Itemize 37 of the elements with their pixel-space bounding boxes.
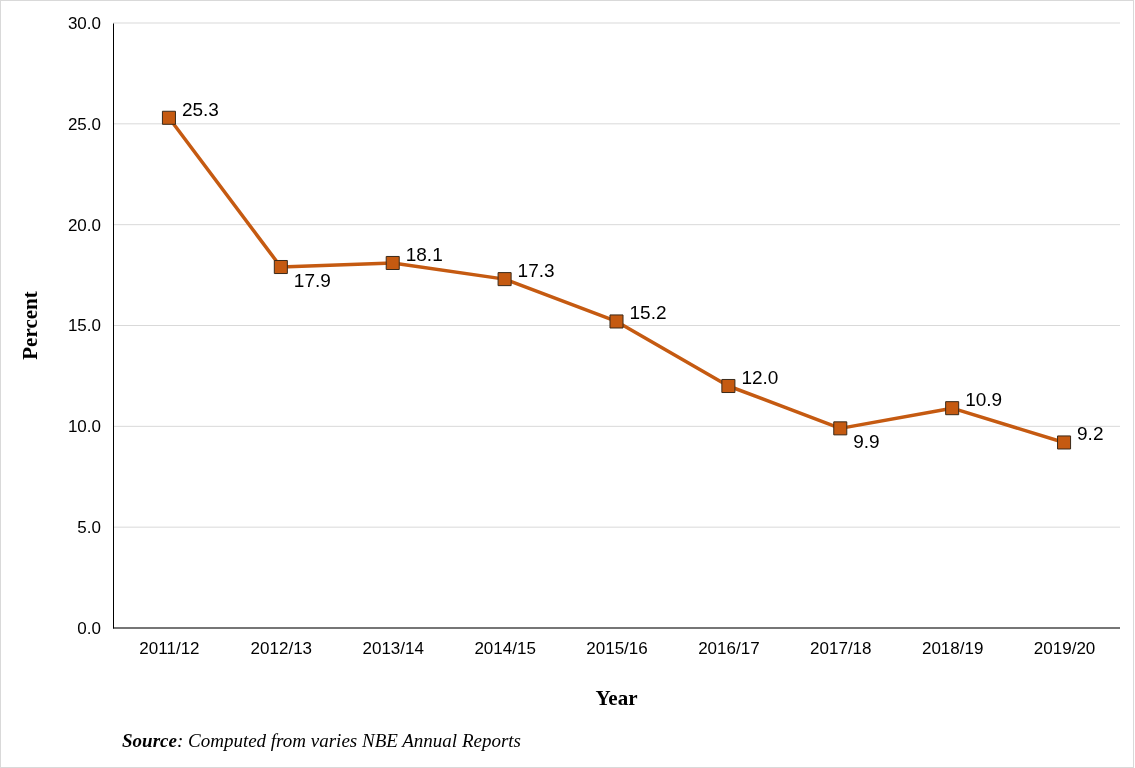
data-label: 10.9 bbox=[965, 389, 1003, 411]
data-label: 9.9 bbox=[853, 431, 880, 453]
point bbox=[1057, 435, 1072, 450]
point bbox=[497, 272, 512, 287]
y-axis-title: Percent bbox=[18, 291, 42, 360]
y-tick-label: 20.0 bbox=[67, 215, 101, 235]
x-tick-label: 2018/19 bbox=[921, 639, 984, 659]
data-label: 12.0 bbox=[741, 367, 779, 388]
y-tick-label: 15.0 bbox=[67, 316, 101, 336]
point bbox=[833, 421, 848, 436]
y-tick-label: 30.0 bbox=[67, 13, 101, 33]
y-tick-label: 10.0 bbox=[67, 417, 101, 437]
x-tick-label: 2014/15 bbox=[474, 639, 536, 659]
data-label: 9.2 bbox=[1077, 423, 1104, 445]
data-label: 17.3 bbox=[517, 260, 555, 282]
x-tick-label: 2015/16 bbox=[586, 639, 648, 659]
point bbox=[721, 378, 736, 394]
x-tick-label: 2017/18 bbox=[810, 639, 872, 659]
point bbox=[945, 401, 960, 416]
y-tick-label: 0.0 bbox=[77, 618, 101, 638]
y-tick-label: 5.0 bbox=[77, 518, 101, 538]
data-label: 15.2 bbox=[629, 302, 667, 324]
x-axis-title: Year bbox=[595, 686, 638, 710]
data-label: 17.9 bbox=[293, 270, 331, 292]
x-tick-label: 2013/14 bbox=[362, 639, 424, 659]
y-tick-label: 25.0 bbox=[67, 114, 101, 134]
point bbox=[385, 255, 400, 270]
x-tick-label: 2012/13 bbox=[250, 639, 313, 659]
point bbox=[273, 260, 288, 275]
data-label: 25.3 bbox=[181, 98, 219, 120]
point bbox=[609, 314, 624, 329]
data-label: 18.1 bbox=[405, 243, 443, 265]
x-tick-label: 2011/12 bbox=[139, 639, 200, 659]
x-tick-label: 2016/17 bbox=[698, 639, 760, 659]
point bbox=[161, 110, 176, 125]
source-note: Source: Computed from varies NBE Annual Reports bbox=[122, 730, 521, 751]
x-tick-label: 2019/20 bbox=[1033, 639, 1096, 659]
